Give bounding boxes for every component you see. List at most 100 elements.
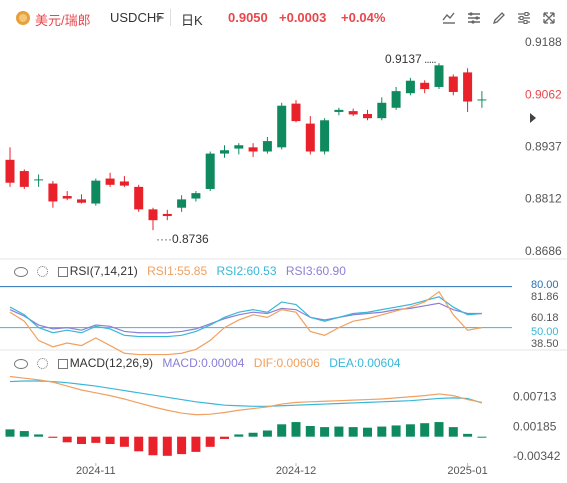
macd-histogram-bar [234, 434, 244, 437]
high-dots: ..... [421, 52, 437, 66]
candle-body [363, 114, 372, 119]
macd-histogram-bar [463, 433, 473, 437]
chevron-down-icon[interactable] [156, 16, 162, 20]
macd-histogram-bar [77, 436, 86, 444]
header-bar: 美元/瑞郎 USDCHF 日K 0.9050 +0.0003 +0.04% [0, 0, 567, 34]
macd-axis-label: 0.00185 [513, 419, 557, 433]
macd-histogram-bar [105, 436, 115, 444]
candle-body [291, 103, 301, 122]
candle-body [348, 111, 358, 115]
rsi-axis-label: 38.50 [531, 338, 559, 350]
candle-body [377, 102, 387, 119]
indicator-icon[interactable] [466, 10, 482, 26]
candle-body [320, 120, 330, 152]
candle-body [134, 186, 144, 210]
candle-body [277, 105, 287, 148]
collapse-arrow-icon[interactable] [527, 111, 539, 125]
price-tick-label: 0.9188 [525, 35, 562, 49]
candle-body [191, 193, 201, 199]
rsi-legend: RSI(7,14,21) RSI1:55.85 RSI2:60.53 RSI3:… [14, 264, 352, 278]
date-label: 2024-11 [76, 465, 116, 477]
candle-body [105, 178, 115, 185]
indicator-box-icon[interactable] [57, 266, 68, 277]
macd-histogram-bar [5, 429, 15, 437]
settings-icon[interactable] [516, 10, 532, 26]
macd-title: MACD(12,26,9) [69, 356, 154, 370]
currency-flag-icon [16, 11, 30, 25]
fullscreen-icon[interactable] [541, 10, 557, 26]
macd-axis-label: 0.00713 [513, 390, 557, 404]
macd-histogram-bar [148, 436, 158, 456]
macd-histogram-bar [434, 422, 444, 437]
macd-histogram-bar [420, 423, 430, 437]
rsi2-label: RSI2:60.53 [216, 264, 277, 278]
candle-body [248, 147, 258, 152]
macd-histogram-bar [348, 427, 358, 437]
candle-body [220, 150, 229, 154]
macd-histogram-bar [205, 436, 215, 447]
candle-body [262, 141, 272, 152]
price-axis: 0.9188 0.9062 0.8937 0.8812 0.8686 [525, 35, 562, 258]
eye-icon[interactable] [14, 266, 28, 277]
rsi-title: RSI(7,14,21) [69, 264, 138, 278]
candle-body [177, 199, 187, 208]
candle-body [148, 209, 158, 221]
pair-name[interactable]: 美元/瑞郎 [35, 13, 91, 28]
candlestick-chart [0, 63, 567, 351]
candle-body [391, 91, 401, 108]
rsi-axis-label: 80.00 [531, 279, 559, 291]
price-tick-label: 0.8686 [525, 244, 562, 258]
macd-histogram-bar [248, 432, 258, 437]
candle-body [91, 180, 101, 204]
candle-body [334, 109, 344, 112]
macd-histogram-bar [177, 436, 187, 455]
candle-body [34, 179, 44, 181]
candle-body [305, 123, 315, 152]
macd-histogram-bar [377, 426, 387, 437]
macd-histogram-bar [320, 427, 330, 437]
macd-histogram-bar [291, 422, 301, 437]
price-tick-label: 0.8812 [525, 192, 562, 206]
macd-histogram-bar [477, 436, 487, 438]
macd-histogram-bar [305, 426, 315, 437]
price-tick-label: 0.8937 [525, 140, 562, 154]
rsi-axis-label: 50.00 [531, 326, 559, 338]
rsi2-line [9, 296, 482, 338]
dea-line [9, 380, 483, 407]
macd-panel: 0.00713 0.00185 -0.00342 [5, 375, 561, 463]
candle-body [77, 199, 86, 203]
macd-histogram-bar [405, 424, 415, 437]
candle-body [448, 76, 458, 92]
indicator-box-icon[interactable] [57, 358, 68, 369]
candle-body [48, 183, 58, 202]
macd-histogram-bar [34, 434, 44, 437]
candle-body [162, 213, 172, 217]
dif-label: DIF:0.00606 [253, 356, 320, 370]
macd-histogram-bar [448, 427, 458, 437]
macd-histogram-bar [334, 426, 344, 437]
candle-body [477, 99, 487, 101]
gear-icon[interactable] [37, 266, 49, 278]
symbol-code[interactable]: USDCHF [110, 10, 165, 25]
eye-icon[interactable] [14, 358, 28, 369]
draw-icon[interactable] [491, 10, 507, 26]
period-selector[interactable]: 日K [181, 13, 203, 28]
rsi-axis-label: 60.18 [531, 312, 559, 324]
rsi3-label: RSI3:60.90 [285, 264, 346, 278]
macd-legend: MACD(12,26,9) MACD:0.00004 DIF:0.00606 D… [14, 356, 407, 370]
macd-histogram-bar [277, 424, 287, 437]
candle-body [463, 72, 473, 102]
low-annotation: ····0.8736 [156, 232, 209, 246]
macd-histogram-bar [119, 436, 129, 447]
last-price: 0.9050 [228, 10, 268, 25]
candle-body [19, 171, 29, 187]
chart-type-icon[interactable] [441, 10, 457, 26]
macd-histogram-bar [262, 430, 272, 437]
gear-icon[interactable] [37, 358, 49, 370]
price-change: +0.0003 [279, 10, 327, 25]
macd-histogram-bar [191, 436, 201, 452]
rsi1-label: RSI1:55.85 [147, 264, 208, 278]
macd-histogram-bar [220, 436, 229, 439]
